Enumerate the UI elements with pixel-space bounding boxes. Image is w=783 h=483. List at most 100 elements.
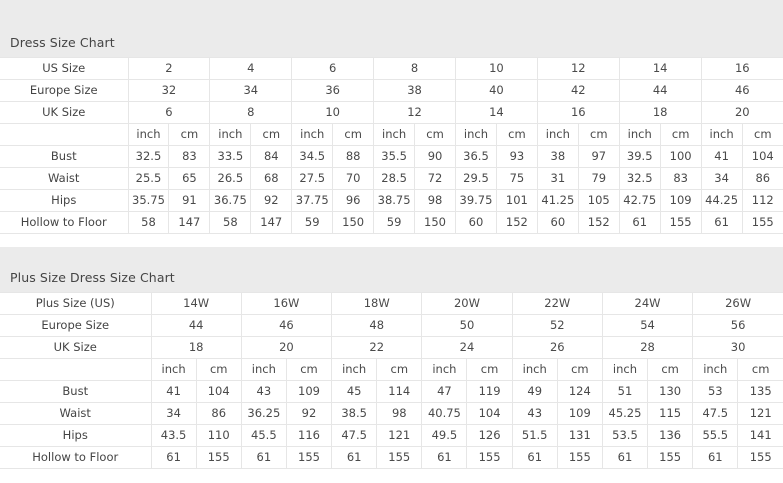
- measurement-cell: 83: [168, 145, 211, 168]
- measurement-cell: 97: [577, 145, 620, 168]
- table-row: Hips 35.75 91 36.75 92 37.75 96 38.75 98 39.75 101…: [0, 189, 783, 212]
- measurement-cell: 45.5: [240, 424, 287, 447]
- measurement-cell: 35.5: [373, 145, 416, 168]
- measurement-cell: 41: [700, 145, 743, 168]
- table-row: Europe Size 44 46 48 50 52 54 56: [0, 314, 783, 337]
- unit-label-inch: inch: [618, 123, 661, 146]
- plus-size-chart-title-band: Plus Size Dress Size Chart: [0, 247, 783, 292]
- measurement-cell: 98: [414, 189, 456, 212]
- measurement-cell: 59: [291, 211, 334, 234]
- measurement-cell: 104: [195, 380, 242, 403]
- measurement-cell: 86: [741, 167, 783, 190]
- unit-header-row: inch cm inch cm inch cm inch cm inch cm inch cm inch…: [0, 358, 783, 381]
- measurement-cell: 150: [332, 211, 375, 234]
- measurement-cell: 38: [536, 145, 579, 168]
- measurement-cell: 61: [692, 446, 739, 469]
- size-value-cell: 20W: [421, 292, 513, 315]
- size-value-cell: 46: [700, 79, 783, 102]
- measurement-cell: 84: [250, 145, 293, 168]
- size-value-cell: 16: [536, 101, 620, 124]
- unit-label-cm: cm: [285, 358, 333, 381]
- measurement-cell: 41: [150, 380, 197, 403]
- size-value-cell: 18: [150, 336, 242, 359]
- measurement-cell: 47.5: [692, 402, 739, 425]
- measurement-cell: 45: [331, 380, 378, 403]
- measurement-cell: 61: [150, 446, 197, 469]
- size-value-cell: 18: [618, 101, 702, 124]
- measurement-cell: 116: [285, 424, 333, 447]
- measurement-cell: 60: [455, 211, 497, 234]
- measurement-cell: 88: [332, 145, 375, 168]
- measurement-cell: 100: [659, 145, 702, 168]
- measurement-cell: 65: [168, 167, 211, 190]
- size-value-cell: 28: [601, 336, 694, 359]
- measurement-cell: 83: [659, 167, 702, 190]
- unit-label-cm: cm: [332, 123, 375, 146]
- size-value-cell: 18W: [331, 292, 423, 315]
- unit-label-inch: inch: [700, 123, 743, 146]
- measurement-cell: 147: [168, 211, 211, 234]
- measurement-cell: 141: [737, 424, 783, 447]
- measurement-cell: 53.5: [601, 424, 649, 447]
- unit-header-row: inch cm inch cm inch cm inch cm inch cm inch cm inch…: [0, 123, 783, 146]
- unit-label-cm: cm: [376, 358, 423, 381]
- measurement-cell: 109: [285, 380, 333, 403]
- measurement-cell: 101: [495, 189, 538, 212]
- size-value-cell: 52: [511, 314, 603, 337]
- measurement-cell: 124: [556, 380, 603, 403]
- size-value-cell: 38: [373, 79, 456, 102]
- measurement-cell: 114: [376, 380, 423, 403]
- measurement-cell: 112: [741, 189, 783, 212]
- plus-size-page-title: Plus Size Dress Size Chart: [10, 270, 175, 285]
- measurement-cell: 96: [332, 189, 375, 212]
- plus-size-chart-body: Plus Size (US) 14W 16W 18W 20W 22W 24W 26W Europ…: [0, 292, 783, 469]
- table-row: UK Size 18 20 22 24 26 28 30: [0, 336, 783, 359]
- measurement-cell: 110: [195, 424, 242, 447]
- measurement-cell: 61: [618, 211, 661, 234]
- unit-label-inch: inch: [511, 358, 558, 381]
- measurement-cell: 90: [414, 145, 456, 168]
- size-value-cell: 10: [455, 57, 538, 80]
- unit-label-cm: cm: [577, 123, 620, 146]
- unit-row-blank-label: [0, 123, 129, 146]
- size-value-cell: 16: [700, 57, 783, 80]
- unit-label-cm: cm: [466, 358, 513, 381]
- measurement-label: Hollow to Floor: [0, 211, 129, 234]
- measurement-cell: 59: [373, 211, 416, 234]
- measurement-cell: 38.5: [331, 402, 378, 425]
- size-value-cell: 22: [331, 336, 423, 359]
- measurement-label: Hollow to Floor: [0, 446, 152, 469]
- size-value-cell: 44: [618, 79, 702, 102]
- measurement-cell: 147: [250, 211, 293, 234]
- measurement-cell: 33.5: [209, 145, 252, 168]
- measurement-cell: 155: [195, 446, 242, 469]
- measurement-cell: 98: [376, 402, 423, 425]
- size-value-cell: 20: [240, 336, 333, 359]
- measurement-cell: 49: [511, 380, 558, 403]
- row-header-label: UK Size: [0, 336, 152, 359]
- unit-label-cm: cm: [647, 358, 694, 381]
- measurement-cell: 109: [659, 189, 702, 212]
- measurement-cell: 27.5: [291, 167, 334, 190]
- chart-separator: [0, 234, 783, 247]
- size-value-cell: 24: [421, 336, 513, 359]
- measurement-cell: 155: [659, 211, 702, 234]
- measurement-cell: 36.25: [240, 402, 287, 425]
- table-row: Waist 34 86 36.25 92 38.5 98 40.75 104 43 109 45.25…: [0, 402, 783, 425]
- measurement-cell: 126: [466, 424, 513, 447]
- unit-label-cm: cm: [659, 123, 702, 146]
- measurement-cell: 92: [250, 189, 293, 212]
- size-value-cell: 14W: [150, 292, 242, 315]
- size-value-cell: 42: [536, 79, 620, 102]
- measurement-label: Waist: [0, 167, 129, 190]
- unit-label-inch: inch: [150, 358, 197, 381]
- measurement-cell: 58: [209, 211, 252, 234]
- measurement-cell: 29.5: [455, 167, 497, 190]
- row-header-label: Europe Size: [0, 314, 152, 337]
- measurement-label: Waist: [0, 402, 152, 425]
- size-value-cell: 8: [373, 57, 456, 80]
- size-value-cell: 40: [455, 79, 538, 102]
- measurement-cell: 43.5: [150, 424, 197, 447]
- table-row: Waist 25.5 65 26.5 68 27.5 70 28.5 72 29.5 75 31 79 3…: [0, 167, 783, 190]
- page-title: Dress Size Chart: [10, 35, 115, 50]
